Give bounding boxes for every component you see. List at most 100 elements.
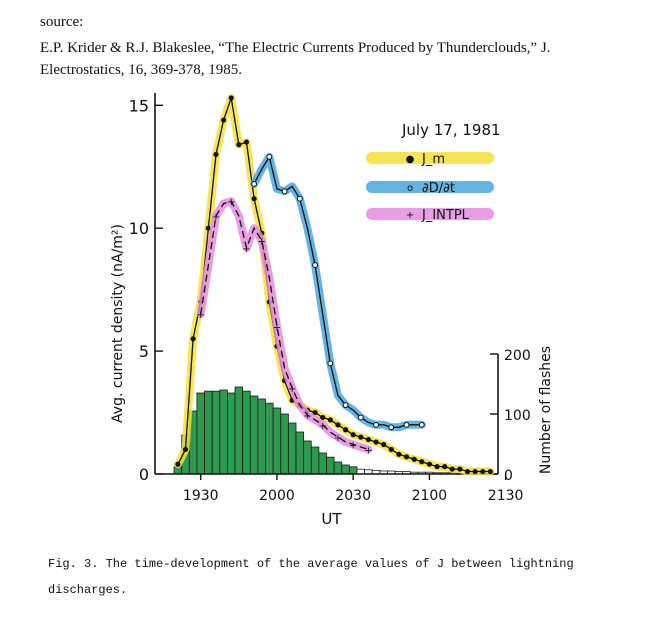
flash-count-bar	[204, 390, 213, 475]
y-axis-right-label: Number of flashes	[538, 346, 554, 474]
series-point-0	[457, 466, 463, 472]
series-point-1	[312, 262, 318, 268]
flash-count-bar	[287, 422, 297, 475]
caption-line2: discharges.	[48, 583, 128, 597]
flash-count-bar	[272, 407, 282, 475]
source-citation-line1: E.P. Krider & R.J. Blakeslee, “The Elect…	[40, 40, 551, 56]
flash-count-bar	[257, 398, 266, 475]
series-point-0	[426, 461, 432, 467]
flash-count-bar	[219, 389, 228, 475]
x-tick-label: 2000	[259, 488, 295, 504]
series-point-2: +	[258, 236, 266, 247]
series-point-2: +	[318, 421, 326, 432]
flash-count-bar	[318, 452, 327, 475]
series-point-0	[373, 439, 379, 445]
y-right-tick-label: 0	[504, 468, 513, 484]
series-point-2: +	[242, 244, 250, 255]
flash-count-bar	[265, 402, 274, 475]
series-point-0	[480, 468, 486, 475]
series-point-0	[236, 142, 242, 148]
series-point-0	[335, 422, 341, 428]
series-point-2: +	[273, 323, 281, 334]
flash-count-bar	[303, 440, 312, 475]
series-point-2: +	[349, 441, 357, 452]
series-point-2: +	[212, 212, 220, 223]
flash-count-bar	[249, 395, 259, 475]
series-point-0	[487, 468, 493, 475]
series-point-1	[418, 421, 425, 428]
series-point-2: +	[303, 411, 311, 422]
series-point-0	[403, 454, 410, 460]
series-point-0	[388, 446, 394, 453]
x-tick-label: 2100	[412, 488, 448, 504]
chart-title: July 17, 1981	[401, 121, 501, 139]
series-point-0	[411, 456, 417, 462]
series-point-0	[365, 436, 372, 443]
source-label: source:	[40, 14, 84, 30]
series-point-0	[243, 139, 250, 145]
series-point-2: +	[227, 197, 235, 208]
series-point-1	[357, 414, 364, 421]
series-point-0	[442, 464, 448, 470]
series-point-1	[296, 195, 303, 202]
series-point-0	[350, 432, 356, 438]
series-point-0	[312, 409, 318, 416]
series-point-0	[221, 117, 227, 123]
x-tick-label: 1930	[183, 488, 219, 504]
y-right-tick-label: 100	[504, 408, 531, 424]
series-point-2: +	[288, 384, 296, 395]
flash-count-bar	[326, 456, 335, 475]
series-point-0	[228, 95, 234, 101]
series-point-1	[342, 402, 349, 409]
series-point-0	[182, 446, 189, 453]
y-axis-left-label: Avg. current density (nA/m²)	[110, 224, 126, 423]
series-point-2: +	[364, 445, 372, 456]
series-point-0	[190, 336, 196, 342]
x-axis-label: UT	[321, 510, 342, 528]
series-point-0	[251, 196, 257, 202]
series-point-1	[281, 188, 288, 195]
legend-marker-0: ●	[406, 154, 415, 165]
y-left-tick-label: 10	[129, 219, 149, 238]
legend-label-0: J_m	[421, 152, 445, 167]
x-tick-label: 2130	[488, 488, 524, 504]
series-point-1	[327, 360, 334, 367]
series-line-2	[200, 200, 369, 451]
series-highlight-1	[250, 152, 426, 432]
series-point-0	[213, 151, 219, 158]
series-point-0	[472, 468, 478, 475]
series-point-0	[327, 417, 333, 423]
series-point-1	[251, 181, 257, 187]
series-point-0	[434, 464, 440, 470]
series-point-0	[342, 427, 349, 433]
flash-count-bar	[211, 390, 221, 475]
flash-count-bar	[333, 461, 343, 475]
series-point-1	[266, 154, 273, 160]
series-point-0	[205, 225, 211, 231]
series-point-0	[464, 468, 471, 475]
series-point-0	[449, 466, 455, 472]
series-point-0	[396, 451, 402, 457]
series-point-0	[358, 434, 364, 440]
flash-count-bar	[348, 466, 358, 475]
series-point-1	[373, 421, 379, 428]
series-point-0	[381, 441, 387, 448]
source-citation-line2: Electrostatics, 16, 369-378, 1985.	[40, 62, 243, 78]
legend-label-2: J_INTPL	[421, 208, 470, 223]
legend-marker-2: +	[406, 210, 414, 221]
caption-line1: Fig. 3. The time-development of the aver…	[48, 557, 574, 571]
series-point-1	[388, 424, 395, 431]
flash-count-bar	[341, 464, 350, 475]
flash-count-bar	[280, 413, 289, 475]
y-left-tick-label: 5	[139, 342, 149, 361]
flash-count-bar	[310, 446, 320, 475]
series-point-0	[419, 459, 425, 465]
y-left-tick-label: 0	[139, 465, 149, 484]
series-point-1	[403, 421, 410, 428]
flash-count-bar	[196, 392, 205, 475]
legend-marker-1: o	[407, 183, 413, 194]
y-left-tick-label: 15	[129, 96, 149, 115]
x-tick-label: 2030	[335, 488, 371, 504]
series-point-2: +	[334, 433, 342, 444]
